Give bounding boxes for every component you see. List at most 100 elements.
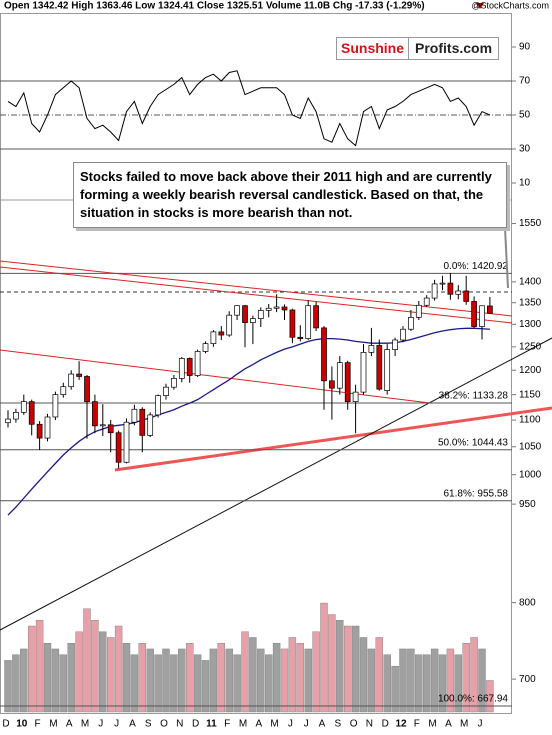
x-tick-label: 12 <box>395 719 407 730</box>
candle-body <box>329 380 335 389</box>
volume-bar <box>162 648 170 713</box>
y-tick-label: 70 <box>519 76 531 87</box>
candle-body <box>471 301 477 327</box>
x-tick-label: F <box>35 719 41 730</box>
volume-bar <box>407 648 415 713</box>
candle-body <box>352 391 359 402</box>
x-tick-label: M <box>49 719 57 730</box>
y-tick-label: 1350 <box>519 297 542 308</box>
volume-bar <box>12 654 20 713</box>
volume-bar <box>241 631 249 713</box>
candle-body <box>360 352 367 393</box>
volume-bar <box>257 648 265 713</box>
candle-body <box>289 309 296 338</box>
volume-bar <box>51 648 60 713</box>
x-tick-label: M <box>428 719 436 730</box>
candle-body <box>321 327 327 382</box>
volume-bar <box>265 654 273 713</box>
volume-bar <box>75 631 83 713</box>
volume-bar <box>146 648 154 713</box>
candle-body <box>92 401 98 427</box>
level-label: 100.0%: 667.94 <box>438 694 508 705</box>
volume-bar <box>193 654 202 713</box>
x-tick-label: F <box>224 719 230 730</box>
candle-body <box>447 282 454 295</box>
y-tick-label: 30 <box>519 144 531 155</box>
y-tick-label: 700 <box>519 674 536 685</box>
y-tick-label: 10 <box>519 178 531 189</box>
y-tick-label: 1200 <box>519 365 542 376</box>
volume-bar <box>280 648 289 713</box>
x-tick-label: D <box>2 719 9 730</box>
quote-header: Open 1342.42 High 1363.46 Low 1324.41 Cl… <box>4 1 425 12</box>
candle-body <box>384 349 391 391</box>
candle-body <box>60 386 67 395</box>
candle-body <box>423 297 430 306</box>
candle-body <box>344 362 351 402</box>
candle-body <box>147 414 154 436</box>
x-tick-label: O <box>160 719 168 730</box>
x-tick-label: M <box>460 719 468 730</box>
candle-body <box>44 416 51 439</box>
volume-bar <box>138 643 147 713</box>
volume-bar <box>438 654 447 713</box>
volume-bar <box>375 637 383 713</box>
y-tick-label: 1100 <box>519 415 541 426</box>
volume-bar <box>430 648 439 713</box>
volume-bar <box>383 654 391 713</box>
x-tick-label: N <box>176 719 183 730</box>
candle-body <box>107 424 114 434</box>
volume-bar <box>4 660 12 713</box>
volume-bar <box>272 643 281 713</box>
volume-bar <box>154 654 162 713</box>
volume-bar <box>178 648 186 713</box>
candle-body <box>305 305 312 339</box>
x-tick-label: J <box>478 719 483 730</box>
volume-bar <box>336 620 344 713</box>
x-tick-label: A <box>255 719 262 730</box>
volume-bar <box>99 631 107 713</box>
candle-body <box>171 378 177 388</box>
volume-bar <box>233 654 241 713</box>
candle-body <box>178 358 185 379</box>
x-tick-label: A <box>445 719 452 730</box>
y-tick-label: 1150 <box>519 389 541 400</box>
candle-body <box>123 421 130 463</box>
trend-line <box>114 406 552 472</box>
candle-body <box>99 424 106 427</box>
y-tick-label: 90 <box>519 42 531 53</box>
x-tick-label: M <box>270 719 278 730</box>
volume-bar <box>304 648 312 713</box>
candle-body <box>368 345 375 353</box>
x-tick-label: O <box>350 719 358 730</box>
y-tick-label: 950 <box>519 499 536 510</box>
y-tick-label: 1300 <box>519 319 542 330</box>
level-label: 61.8%: 955.58 <box>444 488 509 499</box>
candle-body <box>400 328 406 341</box>
candle-body <box>163 386 169 396</box>
candle-body <box>415 304 422 318</box>
x-tick-label: 11 <box>206 719 217 730</box>
candle-body <box>36 423 43 439</box>
x-tick-label: J <box>288 719 293 730</box>
level-label: 50.0%: 1044.43 <box>438 437 508 448</box>
volume-bar <box>83 608 91 713</box>
x-tick-label: J <box>98 719 103 730</box>
volume-bar <box>209 648 218 713</box>
volume-bar <box>249 637 257 713</box>
volume-bar <box>470 637 478 713</box>
candle-body <box>202 343 209 352</box>
volume-bar <box>20 648 28 713</box>
annotation: Stocks failed to move back above their 2… <box>73 162 507 228</box>
moving-average <box>7 327 490 516</box>
level-label: 0.0%: 1420.92 <box>444 261 509 272</box>
candle-body <box>431 283 438 299</box>
volume-bar <box>67 643 75 713</box>
volume-bar <box>106 637 115 713</box>
volume-bar <box>367 648 376 713</box>
volume-bar <box>114 625 123 713</box>
x-tick-label: M <box>239 719 247 730</box>
volume-bar <box>486 680 494 713</box>
x-tick-label: J <box>304 719 309 730</box>
